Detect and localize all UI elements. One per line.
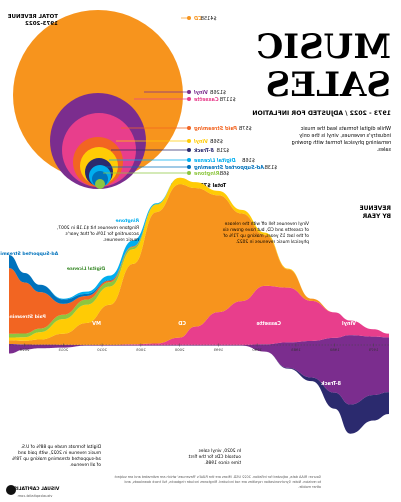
label-other: MV bbox=[92, 321, 101, 327]
leader-dot bbox=[187, 16, 191, 20]
label-cassette: Cassette bbox=[256, 321, 281, 327]
x-tick-label: 1995 bbox=[213, 347, 223, 352]
x-tick-label: 1980 bbox=[329, 347, 339, 352]
x-tick-label: 1985 bbox=[291, 347, 301, 352]
leader-dot bbox=[187, 171, 191, 175]
annotation-ringtone: music revenues. bbox=[103, 237, 139, 243]
leader-dot bbox=[187, 126, 191, 130]
stream-chart bbox=[9, 177, 389, 434]
annotation-vinyl: Vinyl revenues fell off with the release bbox=[224, 221, 309, 227]
annotation-vinyl: of cassette and CD, but have grown six bbox=[222, 227, 309, 233]
stream-cd bbox=[9, 184, 389, 345]
stream-vinyl bbox=[9, 335, 389, 405]
bubble-label: Ringtone bbox=[193, 171, 219, 177]
annotation-digital: ad-supported streaming making up 78% bbox=[12, 456, 101, 462]
bubble-years: 1973-2022 bbox=[25, 21, 58, 27]
x-tick-label: 1975 bbox=[368, 347, 378, 352]
stream-subtitle: BY YEAR bbox=[362, 213, 391, 220]
page-subtitle: 1973 - 2022 / ADJUSTED FOR INFLATION bbox=[252, 110, 391, 117]
bubble-value: $16B bbox=[241, 158, 255, 164]
annotation-ringtone: Ringtone revenues hit $1.1B in 2007, bbox=[57, 225, 139, 231]
annotation-ringtone: accounting for 10% of that year's bbox=[65, 231, 139, 237]
x-tick-label: 2010 bbox=[97, 347, 107, 352]
bubble-label: Vinyl bbox=[194, 139, 208, 145]
bubble-value: $57B bbox=[238, 126, 252, 132]
footer-url: visualcapitalist.com bbox=[17, 494, 52, 498]
footer-brand: VISUAL CAPITALIST bbox=[10, 486, 60, 492]
x-tick-label: 1990 bbox=[252, 347, 262, 352]
total-label: Total $774B bbox=[193, 183, 226, 189]
annotation-vinyl-2020: In 2020, vinyl sales bbox=[198, 448, 241, 454]
leader-dot bbox=[187, 158, 191, 162]
bubble-value: $126B bbox=[209, 90, 226, 96]
bubble-value: $21B bbox=[216, 148, 230, 154]
stream-cassette bbox=[9, 285, 389, 345]
leader-dot bbox=[187, 148, 191, 152]
x-tick-label: 2015 bbox=[58, 347, 68, 352]
page-title-line2: SALES bbox=[266, 65, 391, 105]
bubble-chart bbox=[13, 10, 183, 189]
bubble-ringtone bbox=[95, 179, 105, 189]
label-paid-streaming: Paid Streaming bbox=[6, 314, 46, 320]
annotation-digital: music revenue in 2022, with paid and bbox=[18, 450, 101, 456]
leader-dot bbox=[187, 90, 191, 94]
bubble-label: Digital License bbox=[193, 158, 235, 164]
x-tick-label: 2005 bbox=[135, 347, 145, 352]
bubble-label: Ad-Supported Streaming bbox=[194, 165, 265, 171]
footer-source: other mobile. bbox=[298, 485, 321, 489]
label-vinyl: Vinyl bbox=[342, 321, 356, 327]
bubble-value: $56B bbox=[209, 139, 223, 145]
intro-text: While digital formats lead the music bbox=[300, 126, 391, 132]
bubble-value: $117B bbox=[219, 97, 236, 103]
leader-dot bbox=[187, 165, 191, 169]
intro-text: remaining physical format with growing bbox=[292, 140, 391, 146]
x-axis: 1975 1980 1985 1990 1995 2000 2005 2010 2015 2020 bbox=[9, 343, 389, 352]
brand-logo-icon bbox=[6, 485, 16, 495]
bubble-value: $415B bbox=[200, 16, 217, 22]
label-digital-license: Digital License bbox=[67, 266, 105, 272]
bubble-label: 8-Track bbox=[193, 148, 213, 154]
label-cd: CD bbox=[178, 321, 186, 327]
label-8track: 8-Track bbox=[321, 381, 341, 387]
intro-text: industry's revenues, vinyl is the only bbox=[299, 133, 391, 139]
bubble-label: Cassette bbox=[193, 97, 218, 103]
bubble-title: TOTAL REVENUE bbox=[7, 14, 58, 20]
bubble-label: Vinyl bbox=[194, 90, 208, 96]
bubble-value: $13B bbox=[264, 165, 278, 171]
footer-source: Source: RIAA data, adjusted for inflatio… bbox=[114, 475, 321, 479]
x-tick-label: 2020 bbox=[19, 347, 29, 352]
annotation-digital: of all revenue. bbox=[69, 462, 101, 468]
bubble-label: CD bbox=[194, 16, 202, 22]
intro-text: sales. bbox=[376, 147, 391, 153]
annotation-vinyl: physical music revenues in 2022. bbox=[236, 239, 309, 245]
annotation-vinyl-2020: outsold CDs for the first bbox=[188, 454, 241, 460]
leader-dot bbox=[187, 139, 191, 143]
footer-source: to revision. Note: Synchronization royal… bbox=[124, 480, 321, 484]
page-title-line1: MUSIC bbox=[256, 27, 391, 67]
label-ad-streaming: Ad-Supported Streaming bbox=[0, 251, 58, 257]
leader-dot bbox=[187, 97, 191, 101]
bubble-value: $6B bbox=[219, 171, 229, 177]
annotation-vinyl-2020: time since 1986. bbox=[204, 460, 241, 466]
label-ringtone: Ringtone bbox=[116, 218, 139, 224]
stream-title: REVENUE bbox=[360, 205, 391, 212]
bubble-label: Paid Streaming bbox=[194, 126, 237, 132]
x-tick-label: 2000 bbox=[174, 347, 184, 352]
annotation-digital: Digital formats made up 88% of U.S. bbox=[21, 444, 101, 450]
stream-paid-streaming bbox=[9, 177, 389, 334]
annotation-vinyl: of the last 15 years, making up 71% of bbox=[223, 233, 309, 239]
stream-other bbox=[9, 177, 389, 341]
stream-8-track bbox=[9, 345, 389, 434]
